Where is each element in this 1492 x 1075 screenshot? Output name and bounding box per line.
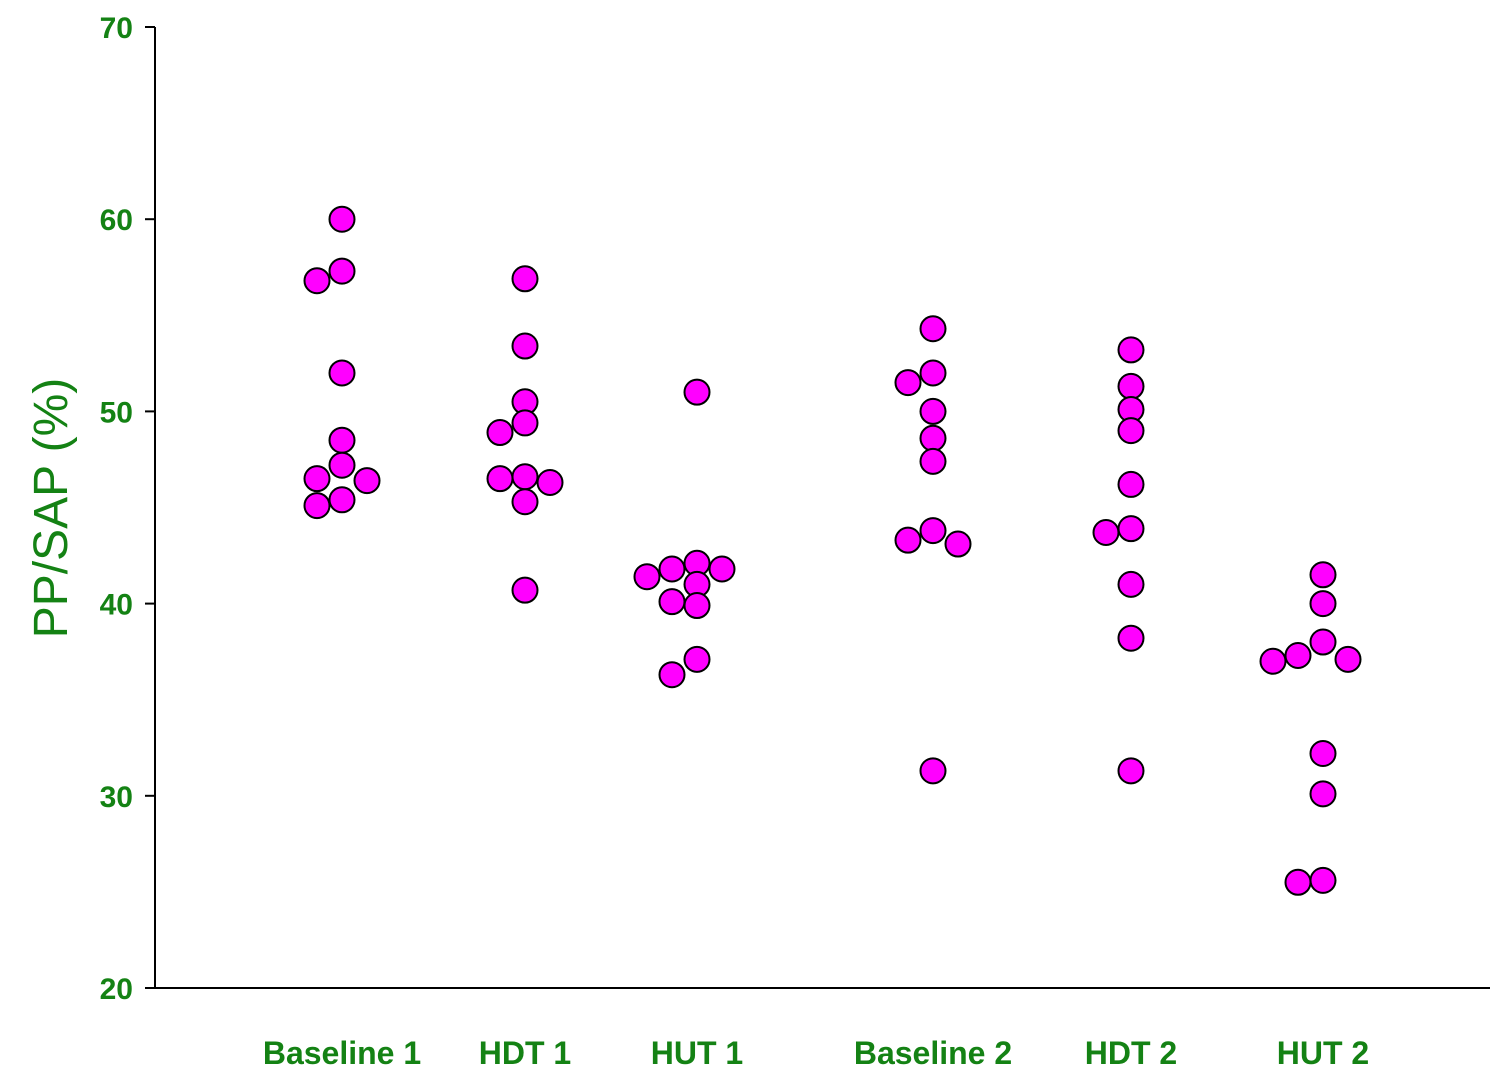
data-point [1259,647,1287,675]
y-ticks: 20 30 40 50 60 70 [100,12,155,1006]
data-point [944,530,972,558]
data-point [1117,470,1145,498]
data-point [919,315,947,343]
data-point [683,645,711,673]
data-point [919,517,947,545]
y-tick-label: 60 [100,204,133,237]
data-point [328,426,356,454]
category-label: HDT 1 [479,1035,571,1071]
y-tick-label: 50 [100,396,133,429]
data-point [894,369,922,397]
data-point [1117,624,1145,652]
data-point [536,469,564,497]
data-point [1309,780,1337,808]
category-label: HUT 1 [651,1035,743,1071]
data-point [919,447,947,475]
data-point [919,359,947,387]
axes [154,27,1490,989]
data-point [1284,868,1312,896]
data-point [658,588,686,616]
data-point [511,576,539,604]
data-point [511,463,539,491]
data-point [511,265,539,293]
data-point [303,465,331,493]
data-point [328,205,356,233]
data-point [328,451,356,479]
data-point [1309,866,1337,894]
data-point [328,486,356,514]
data-point [708,555,736,583]
category-label: Baseline 2 [854,1035,1012,1071]
data-point [511,409,539,437]
data-point [1117,417,1145,445]
y-tick-label: 30 [100,781,133,814]
data-points [303,205,1362,896]
data-point [1309,740,1337,768]
data-point [328,359,356,387]
data-point [919,757,947,785]
data-point [1117,515,1145,543]
data-point [1117,336,1145,364]
y-tick-label: 70 [100,12,133,45]
data-point [303,492,331,520]
category-label: HUT 2 [1277,1035,1369,1071]
data-point [1334,645,1362,673]
category-labels: Baseline 1 HDT 1 HUT 1 Baseline 2 HDT 2 HUT 2 [263,1035,1369,1071]
data-point [1117,757,1145,785]
data-point [1117,570,1145,598]
data-point [1309,590,1337,618]
data-point [1309,628,1337,656]
data-point [1284,641,1312,669]
data-point [683,378,711,406]
data-point [683,592,711,620]
data-point [633,563,661,591]
category-label: HDT 2 [1085,1035,1177,1071]
category-label: Baseline 1 [263,1035,421,1071]
y-axis-title: PP/SAP (%) [25,378,78,639]
y-tick-label: 40 [100,589,133,622]
data-point [353,467,381,495]
data-point [1309,561,1337,589]
data-point [919,424,947,452]
data-point [658,661,686,689]
data-point [1092,518,1120,546]
data-point [1117,372,1145,400]
data-point [328,257,356,285]
data-point [658,555,686,583]
data-point [894,526,922,554]
y-tick-label: 20 [100,973,133,1006]
data-point [303,267,331,295]
data-point [919,397,947,425]
data-point [486,465,514,493]
data-point [486,419,514,447]
data-point [511,332,539,360]
data-point [511,488,539,516]
